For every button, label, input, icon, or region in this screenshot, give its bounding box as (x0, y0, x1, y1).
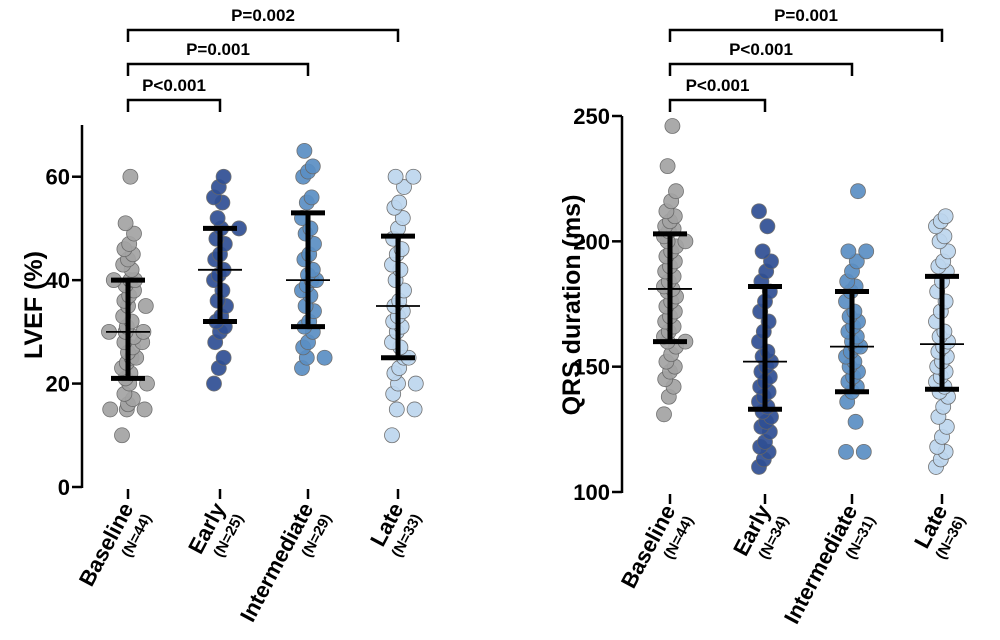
data-point (656, 406, 672, 423)
y-tick-label: 40 (46, 268, 70, 293)
y-tick-label: 20 (46, 372, 70, 397)
data-point (304, 158, 321, 175)
data-point (316, 349, 333, 366)
y-axis-label: QRS duration (ms) (558, 195, 586, 416)
y-tick-label: 100 (573, 480, 610, 505)
y-axis-label: LVEF (%) (20, 251, 48, 359)
category-label-group: Intermediate(N=29) (235, 499, 335, 626)
category-label-group: Early(N=25) (183, 498, 247, 560)
data-point (754, 243, 771, 260)
category-label-group: Baseline(N=44) (74, 499, 155, 591)
significance-bracket (668, 98, 767, 112)
y-tick-label: 200 (573, 229, 610, 254)
data-point (137, 298, 154, 314)
data-point (384, 427, 400, 444)
category-label: Intermediate (235, 499, 318, 626)
data-point (759, 218, 776, 235)
data-point (388, 401, 405, 418)
p-value-label: P=0.001 (186, 40, 250, 59)
data-point (117, 215, 134, 232)
data-point (855, 443, 872, 460)
data-point (405, 168, 422, 185)
data-point (937, 208, 954, 225)
data-point (209, 210, 226, 226)
data-point (114, 427, 130, 444)
y-tick-label: 60 (46, 165, 70, 190)
category-label-group: Baseline(N=44) (616, 501, 697, 593)
significance-bracket (126, 62, 310, 76)
data-point (840, 243, 857, 260)
data-point (296, 142, 313, 159)
data-point (664, 118, 681, 134)
data-point (847, 413, 864, 430)
data-point (850, 183, 866, 200)
data-point (838, 443, 854, 460)
p-value-label: P<0.001 (686, 76, 750, 95)
data-point (136, 401, 153, 418)
data-point (102, 401, 119, 418)
data-point (215, 168, 232, 185)
significance-bracket (668, 62, 854, 76)
y-tick-label: 0 (58, 475, 70, 500)
data-point (126, 225, 142, 242)
category-label-group: Intermediate(N=31) (779, 501, 879, 628)
data-point (858, 243, 875, 260)
p-value-label: P=0.002 (231, 6, 295, 25)
data-point (215, 349, 232, 366)
data-point (391, 194, 408, 211)
significance-bracket (126, 28, 400, 42)
data-point (659, 158, 676, 175)
data-point (303, 189, 320, 206)
category-label-group: Late(N=33) (365, 499, 425, 561)
data-point (406, 401, 423, 418)
data-point (206, 375, 222, 392)
y-tick-label: 150 (573, 355, 610, 380)
p-value-label: P<0.001 (729, 40, 793, 59)
data-point (751, 203, 767, 220)
data-point (396, 179, 412, 195)
category-label-group: Early(N=34) (728, 500, 792, 562)
data-point (387, 168, 404, 185)
p-value-label: P<0.001 (142, 76, 206, 95)
p-value-label: P=0.001 (774, 6, 838, 25)
y-tick-label: 250 (573, 104, 610, 129)
significance-bracket (668, 28, 944, 42)
lvef-panel: 0 20 40 60 LVEF (%) Baseline(N=44) Early(N=25)… (20, 6, 425, 626)
category-label-group: Late(N=36) (909, 501, 969, 563)
data-point (122, 168, 139, 185)
significance-bracket (126, 98, 222, 112)
qrs-panel: 100 150 200 250 QRS duration (ms) Baseline(N=… (558, 6, 969, 628)
data-point (407, 375, 424, 392)
category-label: Intermediate (779, 501, 862, 628)
data-point (668, 183, 684, 200)
data-point (394, 210, 411, 226)
